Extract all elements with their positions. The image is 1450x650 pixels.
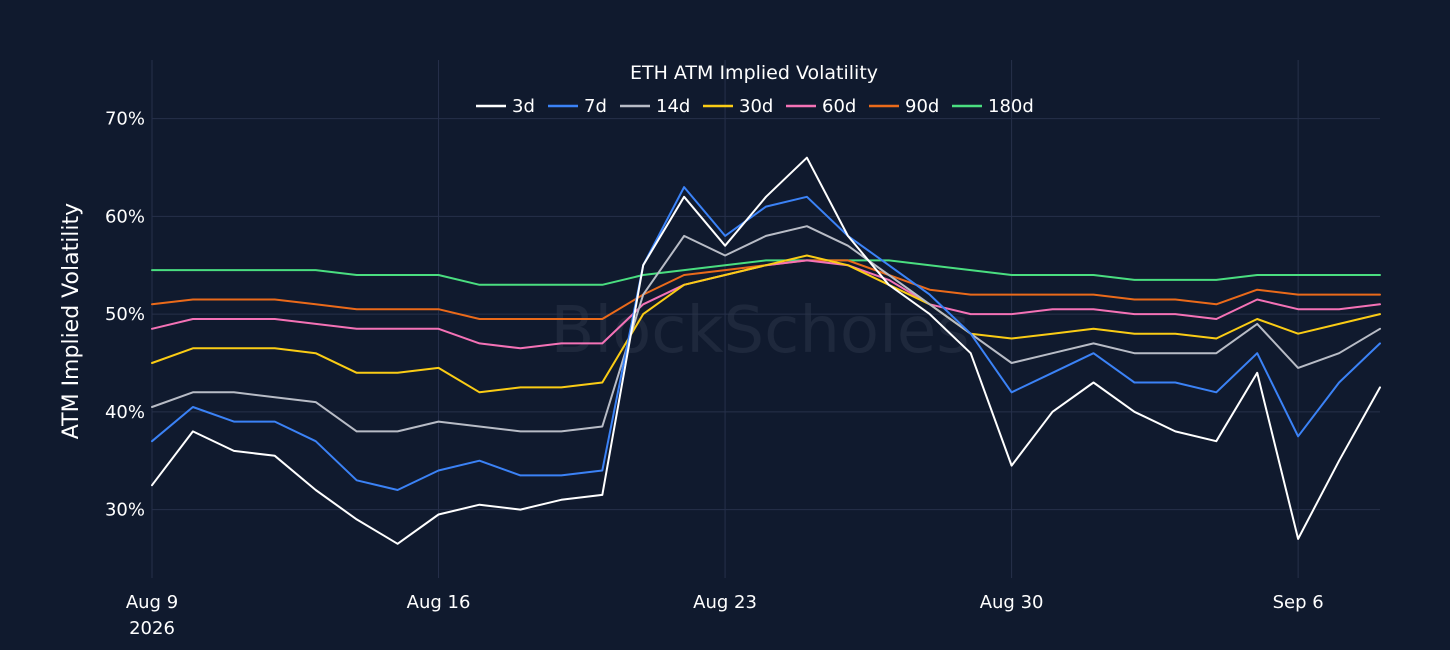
watermark: BlockScholes xyxy=(550,294,969,368)
series-line-3d xyxy=(151,156,1381,545)
x-tick-label: Aug 30 xyxy=(980,592,1044,613)
y-axis-title: ATM Implied Volatility xyxy=(59,203,84,439)
x-tick-label: Aug 23 xyxy=(693,592,757,613)
series-line-180d xyxy=(151,259,1381,286)
legend-label-60d: 60d xyxy=(822,96,856,117)
series-line-30d xyxy=(151,254,1381,394)
x-tick-label: Sep 6 xyxy=(1273,592,1324,613)
legend-label-90d: 90d xyxy=(905,96,939,117)
legend-label-7d: 7d xyxy=(584,96,607,117)
y-tick-label: 30% xyxy=(105,500,145,521)
y-tick-label: 60% xyxy=(105,206,145,227)
y-axis-ticks: 30% 40% 50% 60% 70% xyxy=(105,109,145,521)
y-tick-label: 50% xyxy=(105,304,145,325)
series-lines xyxy=(151,156,1381,545)
legend-label-180d: 180d xyxy=(988,96,1034,117)
series-line-7d xyxy=(151,186,1381,491)
y-tick-label: 70% xyxy=(105,109,145,130)
legend-label-3d: 3d xyxy=(512,96,535,117)
legend: 3d 7d 14d 30d 60d 90d 180d xyxy=(476,96,1034,117)
x-tick-label: Aug 9 xyxy=(126,592,178,613)
x-tick-label: Aug 16 xyxy=(407,592,471,613)
legend-label-30d: 30d xyxy=(739,96,773,117)
x-axis-ticks: Aug 9 2026 Aug 16 Aug 23 Aug 30 Sep 6 xyxy=(126,592,1324,639)
chart-title: ETH ATM Implied Volatility xyxy=(630,62,878,84)
y-tick-label: 40% xyxy=(105,402,145,423)
series-line-14d xyxy=(151,225,1381,433)
x-tick-year-label: 2026 xyxy=(129,618,175,639)
grid-lines xyxy=(151,60,1380,578)
legend-label-14d: 14d xyxy=(656,96,690,117)
